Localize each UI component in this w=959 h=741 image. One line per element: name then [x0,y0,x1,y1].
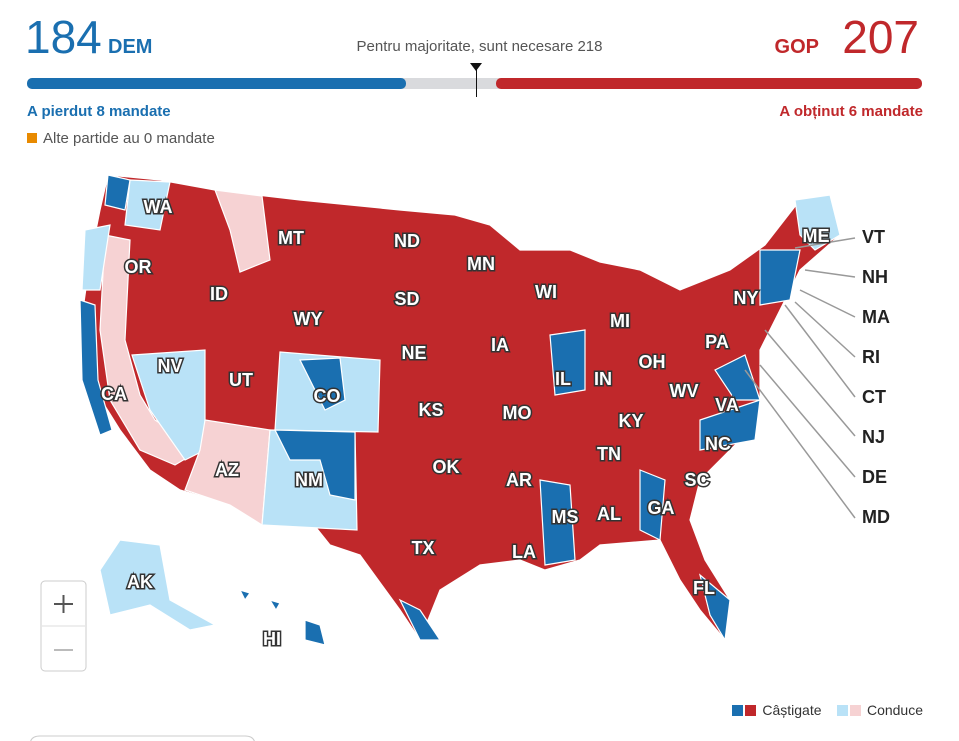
state-label: ME [803,226,830,246]
state-label: NY [733,288,758,308]
state-label: IA [491,335,509,355]
majority-arrow [469,63,482,71]
state-label: KY [618,411,643,431]
legend: Câștigate Conduce [732,702,923,718]
state-label: SD [394,289,419,309]
zoom-controls [40,580,87,672]
small-state-label: NH [862,267,888,287]
state-label: PA [705,332,729,352]
state-label: HI [263,629,281,649]
gop-change: A obținut 6 mandate [779,103,923,120]
small-state-label: VT [862,227,885,247]
state-label: MI [610,311,630,331]
state-label: AZ [215,460,239,480]
state-label: MN [467,254,495,274]
dem-label: DEM [108,36,153,58]
dem-bar [27,78,406,89]
state-label: AL [597,504,621,524]
legend-leading: Conduce [866,702,923,718]
state-label: ND [394,231,420,251]
small-state-label: MD [862,507,890,527]
state-label: WA [144,197,173,217]
majority-marker [475,66,477,97]
state-label: OR [125,257,152,277]
small-state-label: NJ [862,427,885,447]
state-label: IL [555,369,571,389]
state-label: OK [433,457,460,477]
gop-seats: 207 [842,11,919,63]
majority-note: Pentru majoritate, sunt necesare 218 [0,38,959,55]
state-label: SC [684,470,709,490]
state-label: UT [229,370,253,390]
state-label: AR [506,470,532,490]
dem-seats: 184 [25,11,102,63]
state-label: TN [597,444,621,464]
state-label: CA [101,384,127,404]
small-state-label: CT [862,387,886,407]
state-label: TX [411,538,434,558]
zoom-in[interactable] [54,595,73,613]
state-label: LA [512,542,536,562]
state-label: NC [705,434,731,454]
state-label: MO [503,403,532,423]
state-label: WV [670,381,699,401]
state-label: OH [639,352,666,372]
state-label: MT [278,228,304,248]
dem-change: A pierdut 8 mandate [27,103,171,120]
majority-value: 218 [577,38,603,55]
majority-label: Pentru majoritate, sunt necesare [356,38,574,55]
gop-label: GOP [774,36,819,58]
gop-bar [496,78,922,89]
map-shapes [79,174,841,646]
legend-won: Câștigate [762,702,822,718]
bottom-panel [29,735,255,741]
state-label: NM [295,470,323,490]
others-note: Alte partide au 0 mandate [27,130,215,147]
state-label: KS [418,400,443,420]
state-label: GA [648,498,675,518]
state-label: MS [552,507,579,527]
state-label: AK [127,572,153,592]
state-label: IN [594,369,612,389]
state-label: WI [535,282,557,302]
small-state-label: DE [862,467,887,487]
small-state-label: MA [862,307,890,327]
state-label: NE [401,343,426,363]
state-label: NV [157,356,182,376]
state-label: FL [693,578,715,598]
leader-lines [744,237,856,519]
seat-bar-track [27,78,922,89]
state-label: WY [294,309,323,329]
state-label: CO [314,386,341,406]
small-state-label: RI [862,347,880,367]
state-label: VA [715,395,739,415]
state-label: ID [210,284,228,304]
